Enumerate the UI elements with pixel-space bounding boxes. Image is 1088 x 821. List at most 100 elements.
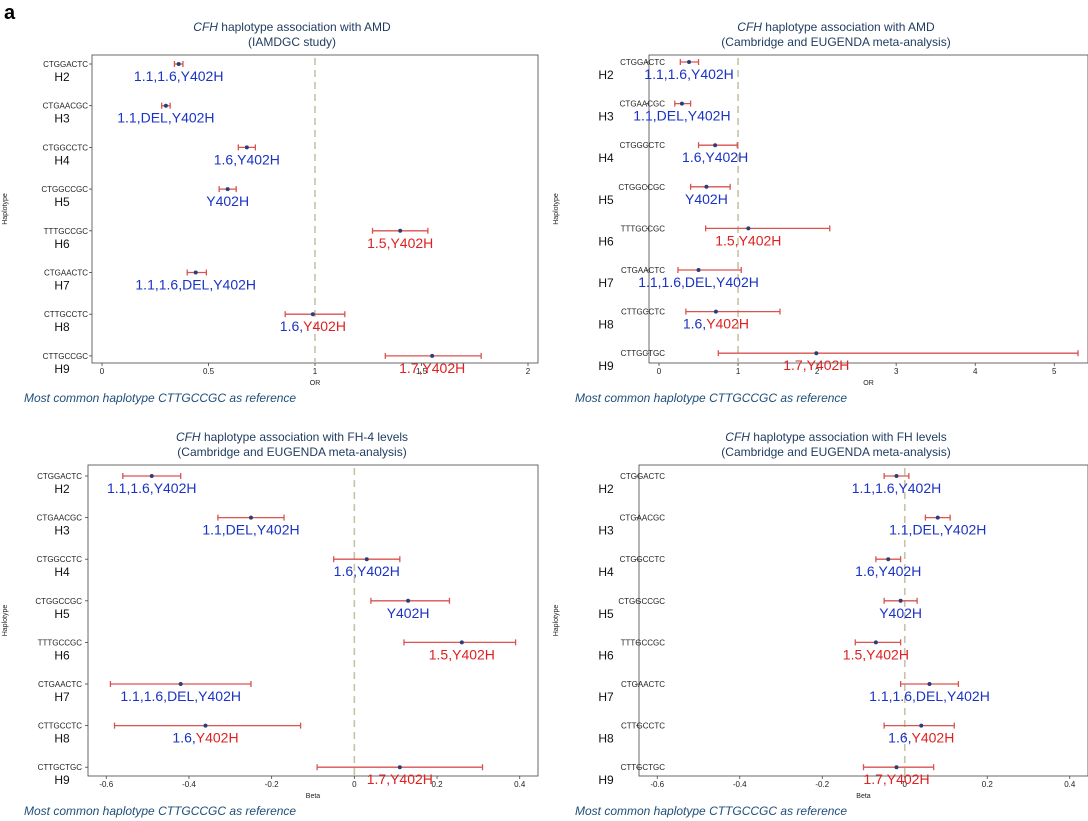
point-estimate <box>163 103 168 108</box>
annotation-segment: Y402H <box>196 730 239 746</box>
annotation-segment: 1.1,1.6,DEL,Y402H <box>120 688 241 704</box>
x-tick-label: 0.2 <box>982 780 994 789</box>
plot-frame <box>87 464 539 777</box>
haplotype-sequence: TTTGCCGC <box>38 638 83 647</box>
point-estimate <box>894 474 899 478</box>
annotation-segment: Y402H <box>706 316 749 332</box>
point-estimate <box>927 682 932 686</box>
plot-area: -0.6 -0.4 -0.2 0 0.2 0.4 Beta Haplotype CTGGACTC… <box>553 464 1088 800</box>
x-tick-label: 0 <box>100 367 105 376</box>
annotation-segment: 1.7,Y402H <box>863 771 929 787</box>
annotation-segment: 1.1,DEL,Y402H <box>633 108 730 124</box>
title-text: haplotype association with AMD <box>217 20 391 34</box>
allele-annotation: 1.6,Y402H <box>888 730 954 746</box>
point-estimate <box>364 557 369 562</box>
annotation-segment: 1.5 <box>429 646 449 662</box>
allele-annotation: 1.1,DEL,Y402H <box>633 108 730 124</box>
point-estimate <box>176 62 181 66</box>
annotation-segment: 1.1,DEL,Y402H <box>117 110 214 126</box>
annotation-segment: 1.5 <box>367 235 387 251</box>
haplotype-name: H8 <box>598 732 614 746</box>
haplotype-sequence: CTTGCCTC <box>44 310 88 319</box>
haplotype-sequence: CTGAACTC <box>44 269 88 278</box>
chart-subtitle: (Cambridge and EUGENDA meta-analysis) <box>177 445 407 459</box>
allele-annotation: 1.6,Y402H <box>683 316 749 332</box>
haplotype-name: H3 <box>598 110 614 124</box>
allele-annotation: 1.6,Y402H <box>172 730 238 746</box>
haplotype-sequence: CTGGCCGC <box>618 183 665 192</box>
haplotype-sequence: CTGAACGC <box>43 102 89 111</box>
x-tick-label: 1.5 <box>416 367 428 376</box>
x-tick-label: 0 <box>352 780 357 789</box>
allele-annotation: 1.1,1.6,Y402H <box>107 480 197 496</box>
allele-annotation: 1.5,Y402H <box>715 232 781 248</box>
title-gene: CFH <box>725 430 750 444</box>
point-estimate <box>430 353 435 358</box>
haplotype-sequence: CTTGCCGC <box>43 352 89 361</box>
annotation-segment: 1.6,Y402H <box>855 563 921 579</box>
annotation-segment: 1.1,1.6,DEL,Y402H <box>638 274 759 290</box>
footnote: Most common haplotype CTTGCCGC as refere… <box>24 391 297 405</box>
point-estimate <box>679 101 684 106</box>
allele-annotation: 1.1,1.6,DEL,Y402H <box>135 277 256 293</box>
point-estimate <box>149 474 154 478</box>
haplotype-name: H5 <box>598 193 614 207</box>
haplotype-name: H7 <box>598 276 614 290</box>
allele-annotation: Y402H <box>206 193 249 209</box>
allele-annotation: 1.7,Y402H <box>863 771 929 787</box>
allele-annotation: Y402H <box>879 605 922 621</box>
footnote: Most common haplotype CTTGCCGC as refere… <box>575 804 848 818</box>
annotation-segment: ,Y402H <box>735 232 782 248</box>
chart-subtitle: (Cambridge and EUGENDA meta-analysis) <box>721 35 951 49</box>
haplotype-sequence: CTGGACTC <box>620 472 665 481</box>
point-estimate <box>310 312 315 317</box>
chart-subtitle: (IAMDGC study) <box>247 35 336 49</box>
x-tick-label: 1 <box>736 367 741 376</box>
allele-annotation: 1.7,Y402H <box>399 360 465 376</box>
allele-annotation: 1.1,1.6,Y402H <box>644 66 734 82</box>
haplotype-sequence: CTGGCCTC <box>37 555 83 564</box>
point-estimate <box>919 723 924 728</box>
haplotype-sequence: CTTGCCTC <box>621 308 665 317</box>
haplotype-name: H3 <box>54 112 70 126</box>
point-estimate <box>406 598 411 603</box>
haplotype-sequence: CTTGCTGC <box>38 763 83 772</box>
haplotype-name: H6 <box>54 648 70 662</box>
forest-plot-fh4-levels: CFH haplotype association with FH-4 leve… <box>0 410 544 821</box>
point-estimate <box>814 351 819 356</box>
annotation-segment: 1.6, <box>172 730 195 746</box>
annotation-segment: Y402H <box>879 605 922 621</box>
annotation-segment: 1.1,1.6,Y402H <box>134 68 224 84</box>
x-tick-label: 2 <box>815 367 820 376</box>
haplotype-sequence: CTGGACTC <box>37 472 82 481</box>
title-text: haplotype association with FH levels <box>749 430 947 444</box>
x-tick-label: -0.2 <box>815 780 829 789</box>
haplotype-sequence: CTGGCCGC <box>35 597 82 606</box>
allele-annotation: 1.7,Y402H <box>783 357 849 373</box>
allele-annotation: 1.5,Y402H <box>843 646 909 662</box>
haplotype-sequence: CTGAACGC <box>37 514 83 523</box>
x-axis-label: Beta <box>856 793 871 800</box>
point-estimate <box>244 145 249 150</box>
x-tick-label: 5 <box>1052 367 1057 376</box>
chart-title: CFH haplotype association with AMD (IAMD… <box>40 20 544 50</box>
plot-area: -0.6 -0.4 -0.2 0 0.2 0.4 Beta Haplotype CTGGACTC… <box>2 464 539 800</box>
haplotype-name: H3 <box>598 524 614 538</box>
haplotype-name: H4 <box>54 153 70 167</box>
x-tick-label: 3 <box>894 367 899 376</box>
allele-annotation: 1.1,DEL,Y402H <box>889 522 986 538</box>
haplotype-sequence: CTGAACTC <box>621 680 665 689</box>
annotation-segment: ,Y402H <box>387 235 434 251</box>
point-estimate <box>203 723 208 728</box>
x-axis-label: OR <box>310 380 321 387</box>
allele-annotation: 1.1,1.6,DEL,Y402H <box>638 274 759 290</box>
point-estimate <box>713 143 718 148</box>
haplotype-name: H2 <box>54 482 70 496</box>
annotation-segment: 1.1,DEL,Y402H <box>202 522 299 538</box>
x-tick-label: -0.4 <box>182 780 196 789</box>
point-estimate <box>225 187 230 192</box>
haplotype-name: H2 <box>598 482 614 496</box>
haplotype-name: H6 <box>598 234 614 248</box>
plot-frame <box>638 464 1088 777</box>
haplotype-name: H2 <box>598 68 614 82</box>
